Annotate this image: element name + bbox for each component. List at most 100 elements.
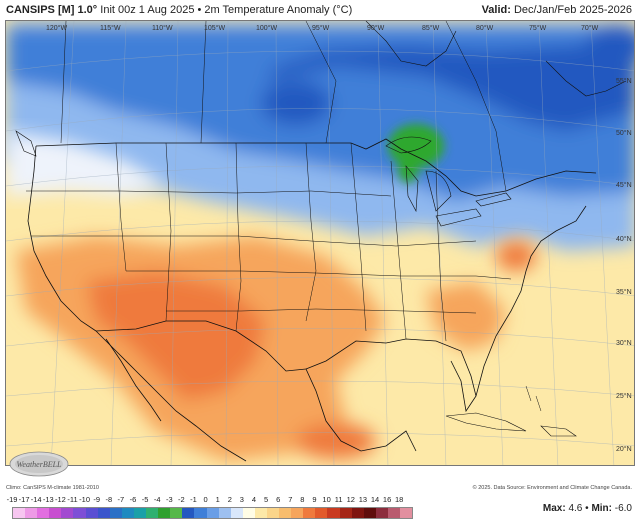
model-name: CANSIPS [M] 1.0° — [6, 4, 98, 16]
colorbar-label: -11 — [67, 495, 78, 504]
colorbar-label: -2 — [178, 495, 185, 504]
colorbar-label: 6 — [276, 495, 281, 504]
lon-label: 75°W — [529, 24, 547, 32]
lat-label: 55°N — [616, 77, 632, 85]
colorbar-swatch — [387, 508, 400, 518]
colorbar-swatch — [194, 508, 207, 518]
colorbar-swatch — [339, 508, 352, 518]
colorbar-label: 1 — [215, 495, 220, 504]
colorbar-label: 9 — [312, 495, 317, 504]
longitude-labels: 120°W 115°W 110°W 105°W 100°W 95°W 90°W … — [46, 24, 599, 32]
colorbar-label: -14 — [30, 495, 42, 504]
colorbar-label: -3 — [165, 495, 173, 504]
lon-label: 105°W — [204, 24, 225, 32]
colorbar-swatch — [49, 508, 62, 518]
colorbar-swatch — [61, 508, 74, 518]
colorbar-swatch — [230, 508, 243, 518]
colorbar-label: 11 — [334, 495, 343, 504]
colorbar-swatch — [146, 508, 159, 518]
colorbar-label: -9 — [93, 495, 101, 504]
colorbar-label: -1 — [190, 495, 197, 504]
colorbar-swatch — [73, 508, 86, 518]
colorbar-label: 13 — [358, 495, 368, 504]
colorbar-label: 16 — [382, 495, 392, 504]
title-bar: CANSIPS [M] 1.0° Init 00z 1 Aug 2025 • 2… — [0, 0, 640, 20]
colorbar-label: -12 — [54, 495, 66, 504]
colorbar-label: 7 — [288, 495, 293, 504]
colorbar-swatch — [170, 508, 183, 518]
lon-label: 100°W — [256, 24, 277, 32]
colorbar-swatch — [351, 508, 364, 518]
colorbar-swatch — [218, 508, 231, 518]
valid-value: Dec/Jan/Feb 2025-2026 — [513, 4, 632, 16]
colorbar-label: -7 — [117, 495, 125, 504]
map-subtitle: Init 00z 1 Aug 2025 • 2m Temperature Ano… — [100, 4, 353, 16]
data-source-copyright: © 2025. Data Source: Environment and Cli… — [472, 485, 632, 491]
colorbar-label: 8 — [300, 495, 305, 504]
colorbar-label: 12 — [346, 495, 355, 504]
max-label: Max: — [542, 503, 566, 514]
colorbar-label: -13 — [42, 495, 54, 504]
lon-label: 80°W — [476, 24, 494, 32]
lat-label: 40°N — [616, 235, 632, 243]
colorbar-swatch — [206, 508, 219, 518]
colorbar — [12, 507, 414, 519]
max-min-readout: Max: 4.6 • Min: -6.0 — [542, 503, 632, 514]
colorbar-swatch — [97, 508, 110, 518]
lon-label: 120°W — [46, 24, 67, 32]
lat-label: 35°N — [616, 288, 632, 296]
colorbar-swatch — [13, 508, 26, 518]
colorbar-swatch — [363, 508, 376, 518]
colorbar-swatch — [85, 508, 98, 518]
colorbar-label: -4 — [153, 495, 161, 504]
colorbar-swatch — [254, 508, 267, 518]
lon-label: 70°W — [581, 24, 599, 32]
valid-label: Valid: — [481, 4, 511, 16]
political-borders — [15, 21, 627, 462]
lat-label: 25°N — [616, 392, 632, 400]
colorbar-swatch — [375, 508, 388, 518]
colorbar-swatch — [242, 508, 255, 518]
colorbar-label: 18 — [395, 495, 404, 504]
colorbar-swatch — [303, 508, 316, 518]
colorbar-label: -10 — [79, 495, 91, 504]
colorbar-label: -5 — [141, 495, 149, 504]
colorbar-label: -6 — [129, 495, 137, 504]
colorbar-swatch — [133, 508, 147, 518]
lon-label: 95°W — [312, 24, 330, 32]
min-label: Min: — [591, 503, 612, 514]
anomaly-map-svg: 120°W 115°W 110°W 105°W 100°W 95°W 90°W … — [6, 21, 634, 465]
colorbar-label: -8 — [105, 495, 113, 504]
colorbar-label: 5 — [264, 495, 269, 504]
colorbar-label: 3 — [239, 495, 244, 504]
lat-label: 45°N — [616, 181, 632, 189]
lat-label: 50°N — [616, 129, 632, 137]
colorbar-swatch — [182, 508, 195, 518]
valid-period: Valid: Dec/Jan/Feb 2025-2026 — [482, 4, 632, 16]
lon-label: 115°W — [100, 24, 121, 32]
colorbar-swatch — [291, 508, 304, 518]
colorbar-swatch — [37, 508, 50, 518]
colorbar-label: -19 — [6, 495, 18, 504]
cold-anomaly-region — [6, 21, 634, 251]
logo-text: WeatherBELL — [16, 460, 62, 469]
colorbar-swatch — [266, 508, 280, 518]
colorbar-swatch — [121, 508, 134, 518]
colorbar-swatch — [327, 508, 340, 518]
colorbar-label: -17 — [18, 495, 30, 504]
lat-label: 20°N — [616, 445, 632, 453]
colorbar-swatch — [25, 508, 38, 518]
max-value: 4.6 — [568, 503, 583, 514]
lon-label: 110°W — [152, 24, 173, 32]
lon-label: 90°W — [367, 24, 385, 32]
colorbar-label: 14 — [370, 495, 380, 504]
colorbar-swatch — [279, 508, 292, 518]
latitude-labels: 55°N 50°N 45°N 40°N 35°N 30°N 25°N 20°N — [616, 77, 632, 453]
colorbar-label: 4 — [251, 495, 257, 504]
colorbar-swatch — [158, 508, 171, 518]
map-title: CANSIPS [M] 1.0° Init 00z 1 Aug 2025 • 2… — [6, 4, 352, 16]
colorbar-label: 10 — [322, 495, 331, 504]
warm-anomaly-region — [16, 236, 536, 461]
climo-credit: Climo: CanSIPS M-climate 1981-2010 — [6, 485, 99, 491]
neutral-region — [6, 131, 166, 196]
